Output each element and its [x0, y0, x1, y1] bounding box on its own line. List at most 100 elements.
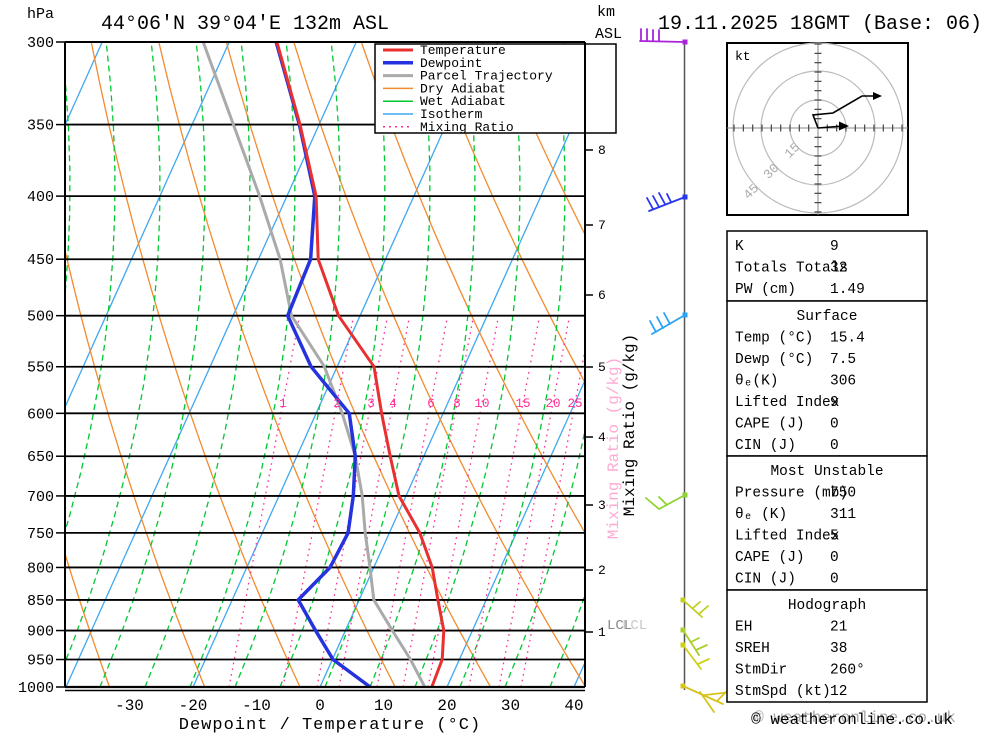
- wet-adiabat-line: [65, 72, 71, 303]
- mixing-ratio-line: [520, 346, 585, 687]
- wet-adiabat-line: [414, 42, 521, 687]
- table-row-label: CAPE (J): [735, 550, 805, 566]
- wind-barb-stroke: [652, 195, 660, 208]
- wind-barb-stroke: [645, 497, 660, 510]
- table-row-value: 7.5: [830, 352, 856, 368]
- mixing-ratio-line: [468, 319, 540, 687]
- wind-barb-dot: [682, 39, 688, 45]
- km-tick-label: 8: [598, 143, 606, 158]
- wind-barb-dot: [682, 312, 688, 318]
- wet-adiabat-line: [189, 42, 296, 687]
- mixing-ratio-line: [338, 319, 410, 687]
- table-section-header: Hodograph: [788, 598, 866, 614]
- wet-adiabat-line: [234, 42, 341, 687]
- mixing-ratio-line: [498, 319, 570, 687]
- wet-adiabat-line: [369, 42, 476, 687]
- pressure-tick-label: 450: [27, 252, 54, 269]
- temperature-curve: [275, 42, 446, 687]
- asl-unit-label: ASL: [595, 26, 622, 43]
- pressure-tick-label: 350: [27, 118, 54, 135]
- wind-barb-stroke: [658, 496, 668, 506]
- table-row-label: Dewp (°C): [735, 352, 813, 368]
- table-section-box: [726, 300, 928, 457]
- dry-adiabat-line: [65, 551, 111, 687]
- table-row-label: Lifted Index: [735, 395, 840, 411]
- pressure-tick-label: 500: [27, 309, 54, 326]
- wet-adiabat-line: [65, 42, 161, 664]
- isotherm-line: [65, 42, 357, 687]
- table-row-value: 12: [830, 684, 847, 700]
- temp-tick-label: -10: [242, 697, 271, 715]
- table-row-value: 306: [830, 374, 856, 390]
- mixing-ratio-line: [402, 319, 474, 687]
- wind-barb: [680, 597, 709, 618]
- km-tick-label: 3: [598, 498, 606, 513]
- pressure-tick-label: 700: [27, 489, 54, 506]
- temp-tick-label: -30: [115, 697, 144, 715]
- dry-adiabat-line: [495, 42, 585, 236]
- table-row-value: 21: [830, 620, 847, 636]
- table-row-label: θₑ(K): [735, 374, 779, 390]
- wind-barb-stroke: [646, 197, 654, 210]
- table-row-value: 9: [830, 395, 839, 411]
- table-row-value: 0: [830, 438, 839, 454]
- wet-adiabat-line: [459, 42, 566, 687]
- table-row-value: 9: [830, 239, 839, 255]
- table-row-label: θₑ (K): [735, 507, 787, 523]
- wind-barb-stroke: [648, 196, 686, 212]
- wind-barb-stroke: [658, 192, 666, 205]
- table-row-value: 5: [830, 529, 839, 545]
- isotherm-line: [446, 378, 585, 687]
- table-row-value: 750: [830, 486, 856, 502]
- temp-tick-label: 0: [315, 697, 325, 715]
- lcl-label-shadow: LCL: [622, 618, 647, 634]
- wind-barb-stroke: [698, 605, 709, 615]
- mixing-ratio-line: [228, 319, 300, 687]
- dry-adiabat-line: [428, 42, 585, 384]
- wet-adiabat-line: [65, 42, 116, 534]
- wind-barb-stroke: [663, 312, 671, 325]
- table-row-label: SREH: [735, 641, 770, 657]
- temp-tick-label: 10: [374, 697, 393, 715]
- legend-label: Mixing Ratio: [420, 120, 514, 135]
- legend-label: Isotherm: [420, 107, 483, 122]
- pressure-tick-label: 900: [27, 624, 54, 641]
- pressure-tick-label: 1000: [18, 680, 54, 697]
- temp-tick-label: 30: [501, 697, 520, 715]
- wind-barb-stroke: [697, 658, 710, 665]
- km-tick-label: 1: [598, 625, 606, 640]
- isotherm-line: [65, 42, 230, 409]
- table-row-label: CAPE (J): [735, 417, 805, 433]
- km-tick-label: 6: [598, 288, 606, 303]
- legend-label: Temperature: [420, 43, 506, 58]
- table-row-label: K: [735, 239, 744, 255]
- wind-barb-dot: [680, 627, 686, 633]
- mixing-ratio-value: 1: [279, 397, 287, 411]
- wind-barb-stroke: [690, 637, 700, 643]
- mixing-ratio-line: [427, 319, 499, 687]
- dewpoint-curve: [274, 42, 372, 687]
- wind-barb-stroke: [651, 314, 686, 335]
- mixing-ratio-value: 4: [389, 397, 397, 411]
- wind-barb-stroke: [658, 494, 686, 510]
- wet-adiabat-line: [324, 42, 431, 687]
- wet-adiabat-line: [99, 42, 206, 687]
- table-row-label: PW (cm): [735, 282, 796, 298]
- hodograph-storm-vector: [817, 125, 844, 129]
- table-row-value: 0: [830, 417, 839, 433]
- legend-label: Dewpoint: [420, 56, 482, 71]
- mixing-ratio-value: 2: [333, 397, 341, 411]
- copyright-shadow: © weatheronline.co.uk: [754, 709, 956, 727]
- table-row-label: Totals Totals: [735, 261, 848, 277]
- km-unit-label: km: [597, 4, 615, 21]
- wind-barb: [680, 642, 710, 670]
- table-row-label: Lifted Index: [735, 529, 840, 545]
- hodograph-trace: [811, 95, 877, 129]
- table-section-box: [726, 589, 928, 703]
- wind-barb: [645, 492, 688, 510]
- mixing-axis-label: Mixing Ratio (g/kg): [621, 334, 639, 516]
- wind-barb-stroke: [692, 601, 701, 609]
- date-title: 19.11.2025 18GMT (Base: 06): [658, 13, 982, 36]
